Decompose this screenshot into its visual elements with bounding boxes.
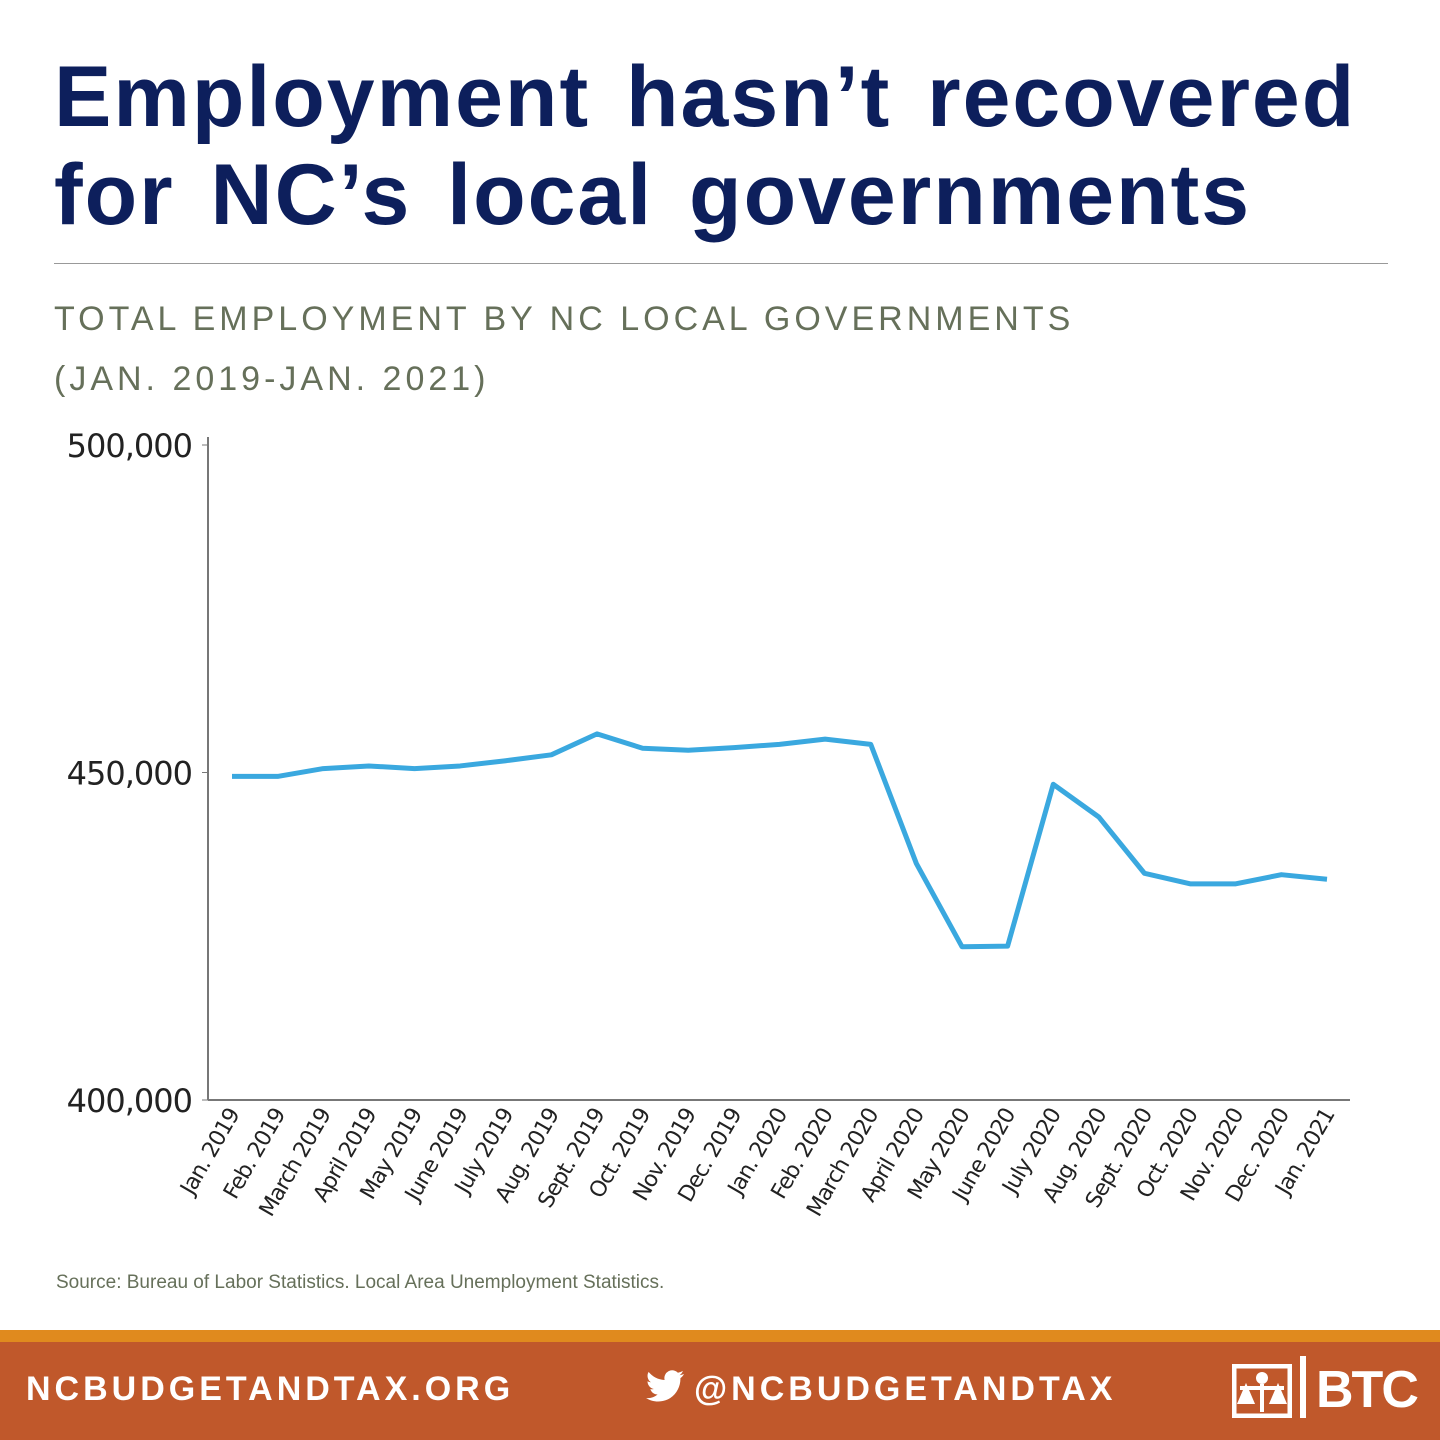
website[interactable]: NCBUDGETANDTAX.ORG (26, 1370, 515, 1408)
y-tick-label: 500,000 (67, 427, 192, 465)
divider (54, 263, 1388, 264)
footer-stripe (0, 1330, 1440, 1342)
twitter-handle[interactable]: @NCBUDGETANDTAX (694, 1370, 1117, 1408)
twitter-icon (646, 1370, 684, 1402)
title: Employment hasn’t recovered for NC’s loc… (54, 49, 1357, 243)
logo-text: BTC (1316, 1361, 1419, 1419)
y-tick-label: 400,000 (67, 1082, 192, 1120)
logo-icon (1232, 1364, 1292, 1418)
chart-subtitle: (JAN. 2019-JAN. 2021) (54, 360, 490, 398)
line (232, 731, 1328, 950)
source: Source: Bureau of Labor Statistics. Loca… (56, 1272, 665, 1293)
footer: NCBUDGETANDTAX.ORG @NCBUDGETANDTAX BTC (0, 1342, 1440, 1440)
y-tick-label: 450,000 (67, 755, 192, 793)
chart-subtitle: TOTAL EMPLOYMENT BY NC LOCAL GOVERNMENTS (54, 300, 1075, 338)
